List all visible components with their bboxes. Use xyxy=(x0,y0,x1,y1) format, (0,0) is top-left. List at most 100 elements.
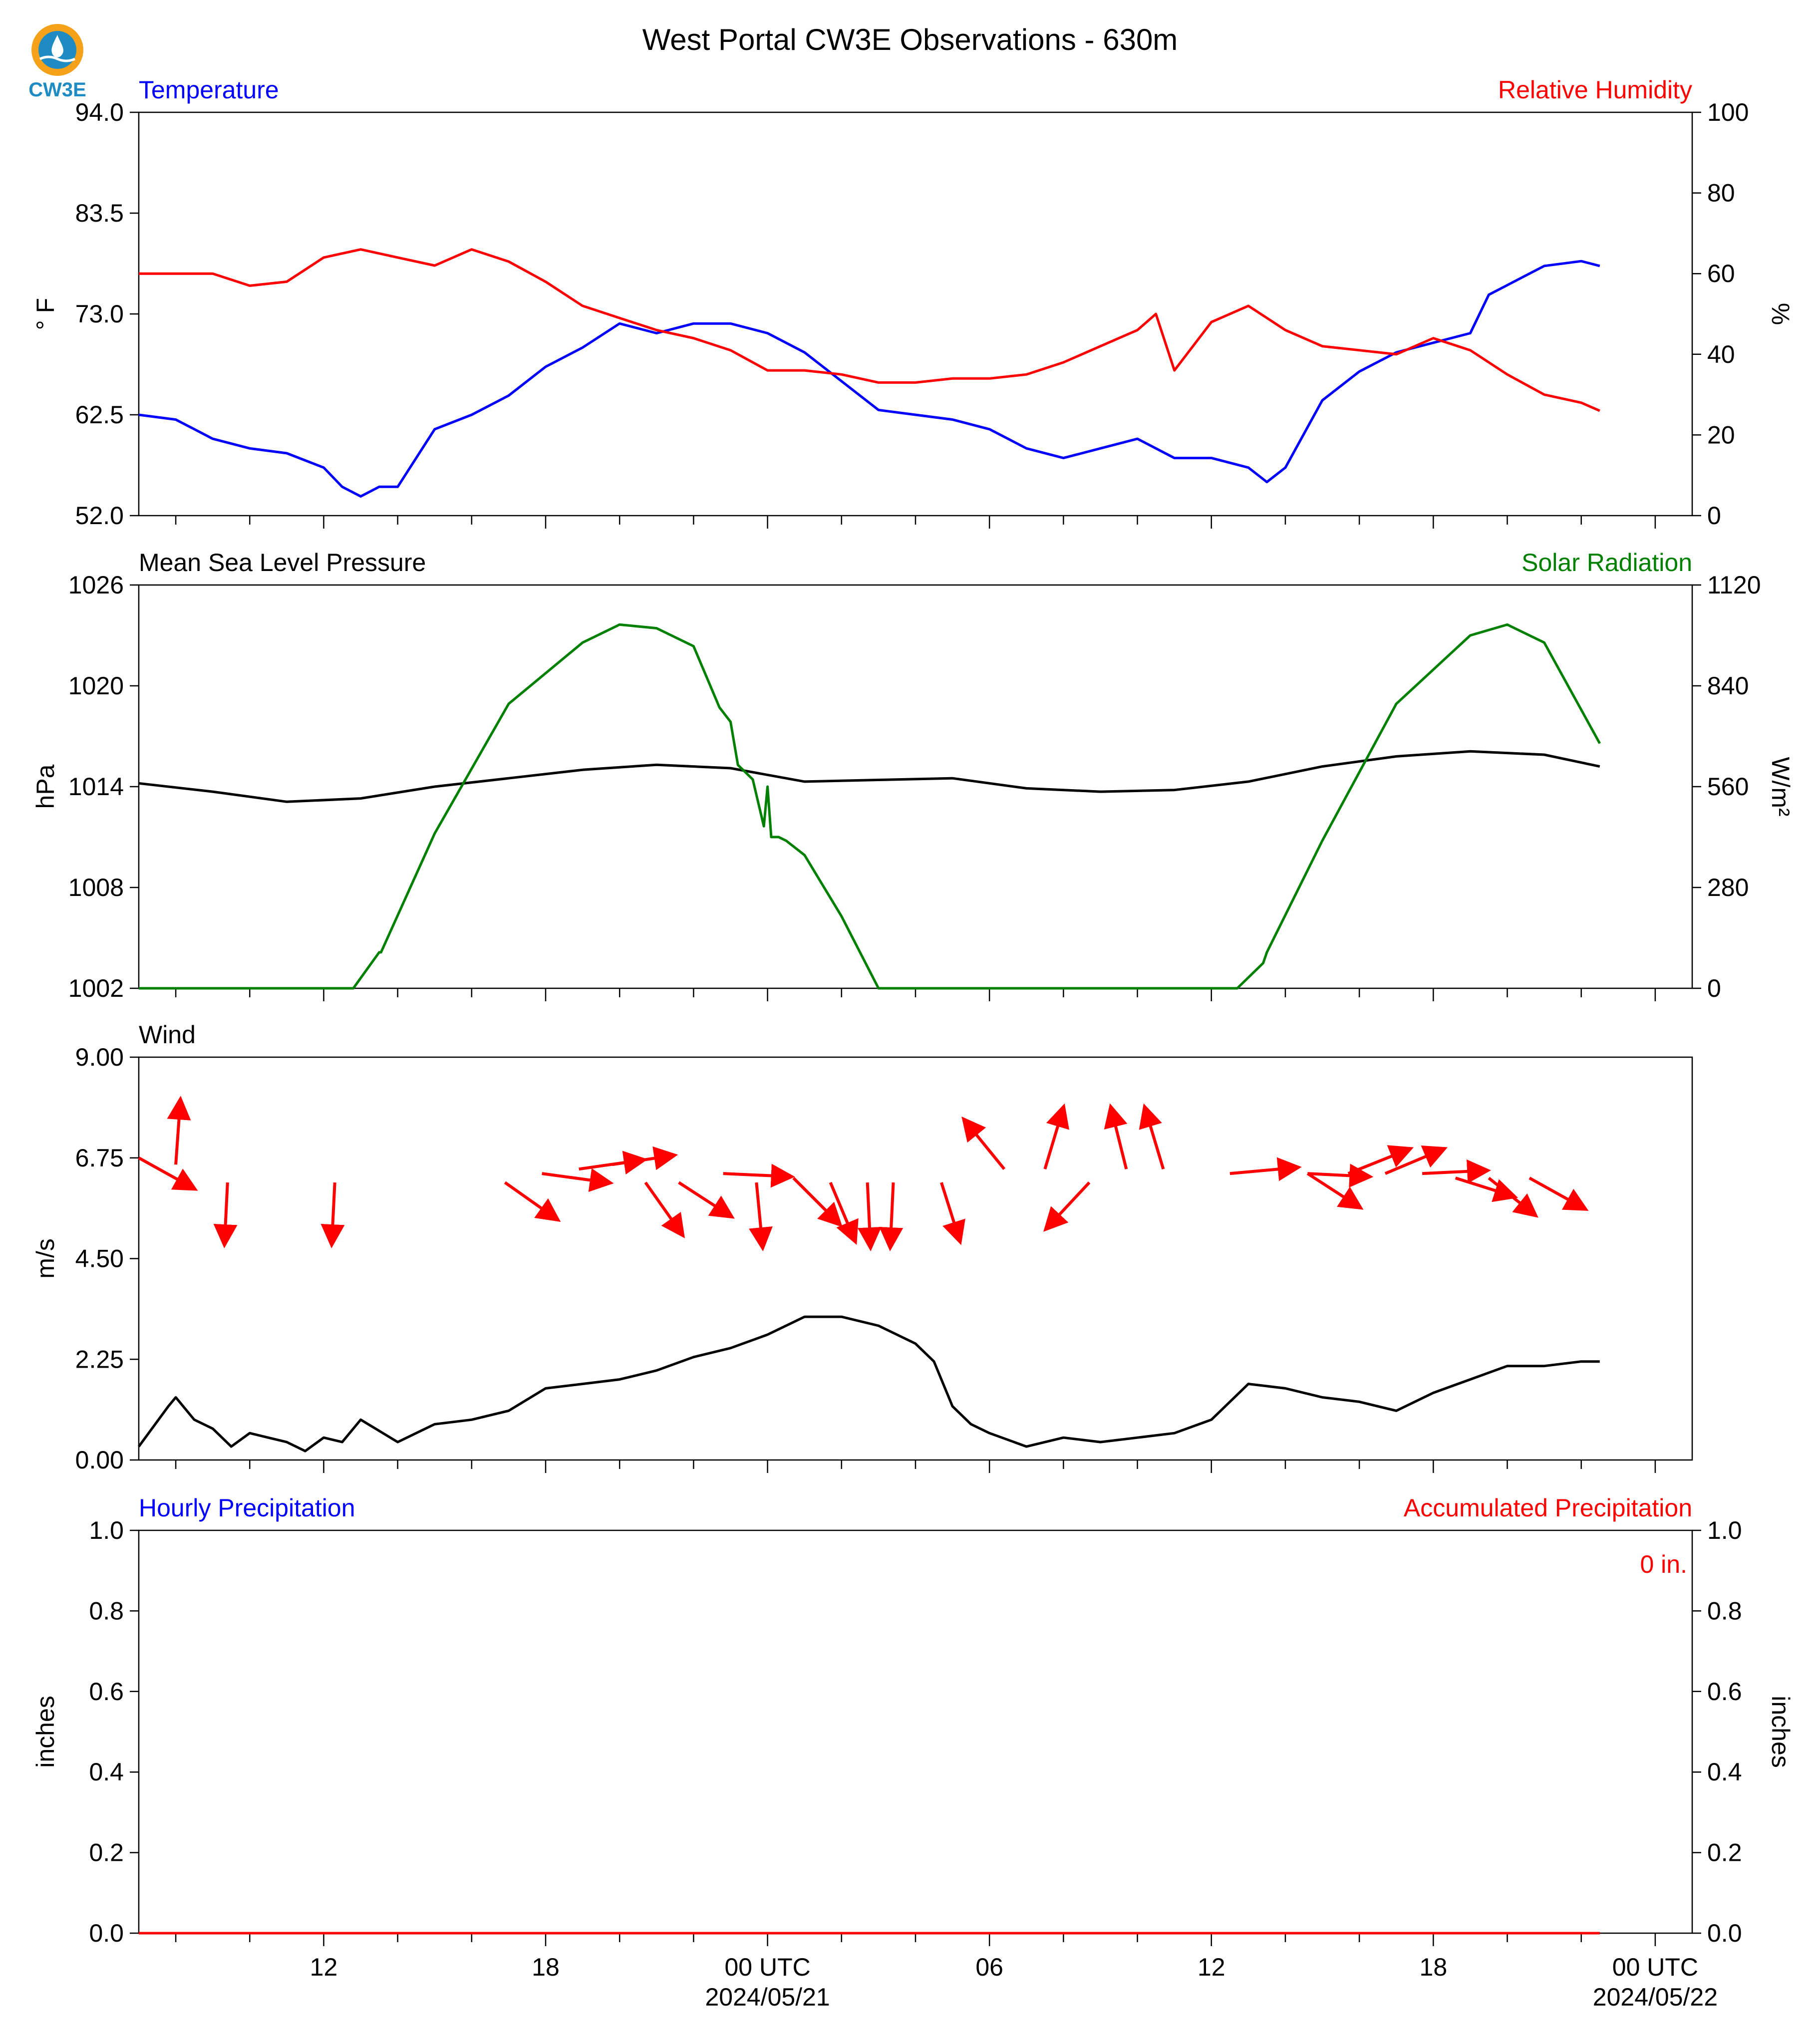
wind-direction-arrow xyxy=(879,1182,904,1252)
x-tick-label: 18 xyxy=(532,1953,560,1981)
panels: Temperature Relative Humidity 52.0 62.5 73.0… xyxy=(31,76,1795,2011)
y-tick-label-left: 0.2 xyxy=(89,1839,124,1867)
wind-direction-arrow xyxy=(1422,1159,1492,1183)
y-tick-label-left: 83.5 xyxy=(75,199,124,227)
series-line-wind-speed xyxy=(137,1315,1600,1452)
x-tick-date-label: 2024/05/21 xyxy=(705,1983,830,2011)
y-tick-label-right: 100 xyxy=(1707,98,1749,126)
y-tick-label-left: 73.0 xyxy=(75,300,124,328)
wind-direction-arrow xyxy=(792,1176,843,1227)
wind-direction-arrow xyxy=(1488,1176,1538,1218)
y-tick-label-left: 9.00 xyxy=(75,1043,124,1071)
wind-direction-arrow xyxy=(678,1181,735,1219)
plot-frame xyxy=(138,1529,1693,1934)
logo-text: CW3E xyxy=(28,79,86,101)
wind-direction-arrow xyxy=(1455,1176,1518,1202)
accumulated-total-label: 0 in. xyxy=(1640,1550,1687,1578)
y-tick-label-left: 1026 xyxy=(68,571,124,599)
y-tick-label-left: 2.25 xyxy=(75,1345,124,1373)
wind-direction-arrow xyxy=(1384,1145,1448,1175)
wind-direction-arrow xyxy=(1306,1172,1364,1210)
y-tick-label-right: 60 xyxy=(1707,260,1735,288)
plot-frame xyxy=(138,111,1693,517)
wind-direction-arrow xyxy=(940,1182,965,1245)
y-tick-label-right: 0 xyxy=(1707,974,1721,1002)
wind-direction-arrow xyxy=(611,1146,678,1170)
wind-direction-arrow xyxy=(213,1182,238,1249)
x-tick-label: 00 UTC xyxy=(724,1953,810,1981)
panel-title-left: Mean Sea Level Pressure xyxy=(139,549,426,577)
y-tick-label-left: 1014 xyxy=(68,773,124,801)
x-tick-label: 00 UTC xyxy=(1612,1953,1698,1981)
logo-wave-icon xyxy=(39,55,76,62)
y-tick-label-right: 40 xyxy=(1707,340,1735,368)
y-tick-label-left: 1.0 xyxy=(89,1516,124,1544)
x-tick-label: 12 xyxy=(1198,1953,1225,1981)
y-tick-label-left: 0.6 xyxy=(89,1678,124,1706)
y-tick-label-right: 280 xyxy=(1707,873,1749,901)
y-axis-label-right: W/m² xyxy=(1767,757,1795,816)
wind-direction-arrow xyxy=(749,1182,773,1252)
y-tick-label-left: 1002 xyxy=(68,974,124,1002)
panel-1: Temperature Relative Humidity 52.0 62.5 73.0… xyxy=(31,76,1795,530)
panel-title-left: Hourly Precipitation xyxy=(139,1494,355,1522)
series-line-relative-humidity xyxy=(139,248,1600,412)
x-tick-date-label: 2024/05/22 xyxy=(1593,1983,1718,2011)
x-tick-label: 18 xyxy=(1420,1953,1448,1981)
y-tick-label-right: 0.6 xyxy=(1707,1678,1742,1706)
y-tick-label-left: 62.5 xyxy=(75,401,124,429)
y-tick-label-left: 6.75 xyxy=(75,1144,124,1172)
wind-direction-arrow xyxy=(723,1163,795,1188)
plot-frame xyxy=(138,1056,1693,1461)
wind-direction-arrow xyxy=(1307,1163,1374,1188)
panel-4: Hourly Precipitation Accumulated Precipit… xyxy=(31,1494,1795,1947)
y-tick-label-right: 1120 xyxy=(1707,571,1761,599)
y-tick-label-right: 1.0 xyxy=(1707,1516,1742,1544)
wind-direction-arrow xyxy=(542,1168,614,1192)
wind-direction-arrow xyxy=(644,1181,685,1238)
y-tick-label-right: 0.0 xyxy=(1707,1919,1742,1947)
wind-direction-arrow xyxy=(320,1182,345,1249)
figure-title: West Portal CW3E Observations - 630m xyxy=(642,23,1178,56)
panel-2: Mean Sea Level Pressure Solar Radiation 10… xyxy=(31,549,1795,1002)
y-tick-label-left: 1008 xyxy=(68,873,124,901)
panel-title-left: Wind xyxy=(139,1021,196,1049)
wind-direction-arrow xyxy=(1229,1157,1302,1181)
wind-direction-arrow xyxy=(1347,1145,1414,1175)
wind-direction-arrow xyxy=(1528,1176,1589,1211)
panel-title-right: Solar Radiation xyxy=(1521,549,1692,577)
y-tick-label-right: 0.2 xyxy=(1707,1839,1742,1867)
y-tick-label-left: 0.0 xyxy=(89,1919,124,1947)
panel-title-right: Accumulated Precipitation xyxy=(1404,1494,1692,1522)
y-tick-label-left: 4.50 xyxy=(75,1245,124,1273)
wind-direction-arrow xyxy=(857,1182,882,1252)
y-tick-label-left: 0.00 xyxy=(75,1446,124,1474)
y-tick-label-right: 560 xyxy=(1707,773,1749,801)
x-tick-label: 12 xyxy=(310,1953,338,1981)
panel-3: Wind 0.00 2.25 4.50 6.75 9.00 m/s xyxy=(31,1021,1693,1474)
y-tick-label-right: 0 xyxy=(1707,502,1721,530)
series-line-temperature xyxy=(138,260,1600,498)
y-tick-label-left: 94.0 xyxy=(75,98,124,126)
y-tick-label-right: 20 xyxy=(1707,421,1735,449)
y-tick-label-left: 1020 xyxy=(68,672,124,700)
y-tick-label-right: 0.4 xyxy=(1707,1758,1742,1786)
y-tick-label-left: 0.8 xyxy=(89,1597,124,1625)
y-axis-label-left: m/s xyxy=(31,1238,59,1279)
panel-title-right: Relative Humidity xyxy=(1498,76,1692,104)
wind-direction-arrow xyxy=(829,1181,859,1245)
wind-direction-arrow xyxy=(961,1116,1006,1170)
x-tick-label: 06 xyxy=(975,1953,1003,1981)
y-tick-label-left: 52.0 xyxy=(75,502,124,530)
wind-direction-arrow xyxy=(1043,1181,1091,1232)
series-line-mean-sea-level-pressure xyxy=(138,750,1600,803)
y-axis-label-left: ° F xyxy=(31,298,59,330)
cw3e-logo: CW3E xyxy=(28,24,86,101)
wind-direction-arrow xyxy=(1043,1103,1069,1170)
y-axis-label-left: hPa xyxy=(31,764,59,809)
wind-direction-arrow xyxy=(1104,1103,1128,1169)
panel-title-left: Temperature xyxy=(139,76,279,104)
y-tick-label-right: 0.8 xyxy=(1707,1597,1742,1625)
wind-direction-arrow xyxy=(167,1096,191,1165)
